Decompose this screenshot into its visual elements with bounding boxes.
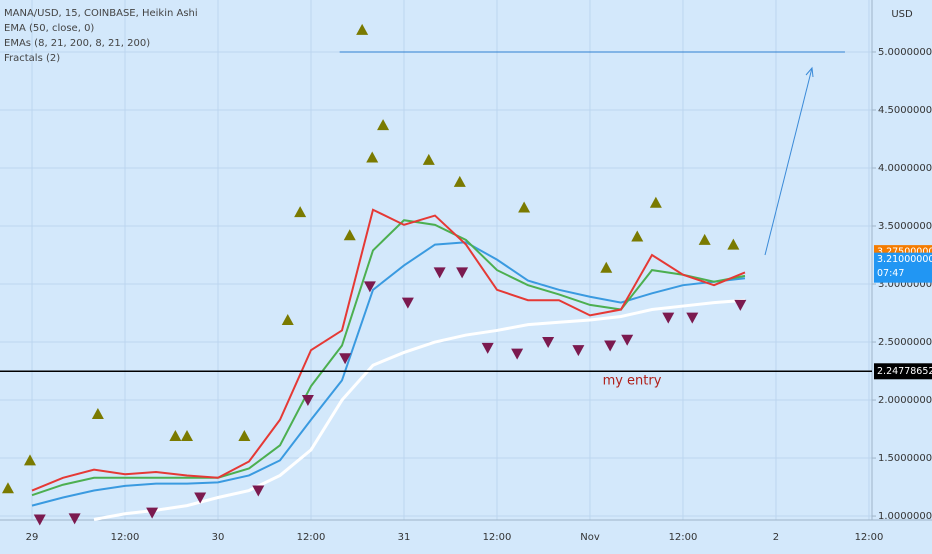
price-label: 3.21000000	[877, 254, 932, 265]
fractal-down	[686, 312, 699, 324]
fractal-up	[1, 482, 14, 494]
fractal-down	[511, 348, 524, 360]
y-tick-label: 3.00000000	[878, 279, 932, 290]
fractal-up	[238, 430, 251, 442]
indicator-label: Fractals (2)	[4, 53, 60, 64]
fractal-down	[33, 514, 46, 526]
indicator-label: EMAs (8, 21, 200, 8, 21, 200)	[4, 38, 150, 49]
fractal-up	[169, 430, 182, 442]
x-tick-label: 31	[398, 532, 411, 543]
fractal-down	[456, 267, 469, 279]
y-tick-label: 2.50000000	[878, 337, 932, 348]
x-tick-label: Nov	[580, 532, 600, 543]
fractal-up	[631, 230, 644, 242]
fractal-up	[281, 313, 294, 325]
trend-arrow-head	[805, 66, 814, 78]
fractal-down	[252, 485, 265, 497]
series-line	[31, 219, 746, 497]
fractal-down	[734, 299, 747, 311]
fractal-up	[727, 238, 740, 250]
y-tick-label: 2.00000000	[878, 395, 932, 406]
x-tick-label: 12:00	[483, 532, 512, 543]
fractal-up	[649, 196, 662, 208]
fractal-down	[194, 492, 207, 504]
x-tick-label: 12:00	[297, 532, 326, 543]
x-tick-label: 12:00	[669, 532, 698, 543]
fractal-down	[481, 342, 494, 354]
fractal-down	[542, 337, 555, 349]
fractal-up	[343, 229, 356, 241]
series-line	[93, 298, 746, 522]
symbol-title: MANA/USD, 15, COINBASE, Heikin Ashi	[4, 8, 198, 19]
y-tick-label: 1.50000000	[878, 453, 932, 464]
fractal-up	[698, 233, 711, 245]
entry-price-label: 2.24778652	[877, 366, 932, 377]
fractal-down	[68, 513, 81, 525]
entry-price-box	[874, 363, 932, 380]
fractal-down	[433, 267, 446, 279]
fractal-up	[356, 23, 369, 35]
fractal-down	[301, 395, 314, 407]
price-label-box	[874, 252, 932, 283]
y-tick-label: 4.00000000	[878, 163, 932, 174]
x-tick-label: 30	[212, 532, 225, 543]
fractal-down	[604, 340, 617, 352]
fractal-up	[600, 261, 613, 273]
annotation: my entry	[603, 374, 662, 389]
fractal-up	[422, 153, 435, 165]
fractal-down	[363, 281, 376, 293]
y-tick-label: 1.00000000	[878, 511, 932, 522]
fractal-up	[366, 151, 379, 163]
countdown: 07:47	[877, 268, 904, 279]
trend-arrow	[764, 67, 813, 256]
fractal-down	[662, 312, 675, 324]
x-tick-label: 2	[773, 532, 779, 543]
y-tick-label: 4.50000000	[878, 105, 932, 116]
x-tick-label: 12:00	[111, 532, 140, 543]
fractal-down	[339, 353, 352, 365]
fractal-down	[146, 507, 159, 519]
indicator-label: EMA (50, close, 0)	[4, 23, 94, 34]
fractal-down	[621, 334, 634, 346]
fractal-up	[377, 119, 390, 131]
series-line	[31, 208, 746, 492]
x-tick-label: 29	[26, 532, 39, 543]
fractal-up	[23, 454, 36, 466]
price-label: 3.27500000	[877, 247, 932, 258]
currency-label: USD	[891, 9, 913, 20]
fractal-up	[518, 201, 531, 213]
fractal-up	[453, 175, 466, 187]
fractal-down	[572, 345, 585, 357]
fractal-up	[294, 206, 307, 218]
fractal-up	[91, 407, 104, 419]
y-tick-label: 5.00000000	[878, 47, 932, 58]
fractal-down	[401, 297, 414, 309]
y-tick-label: 3.50000000	[878, 221, 932, 232]
fractal-up	[181, 430, 194, 442]
x-tick-label: 12:00	[855, 532, 884, 543]
